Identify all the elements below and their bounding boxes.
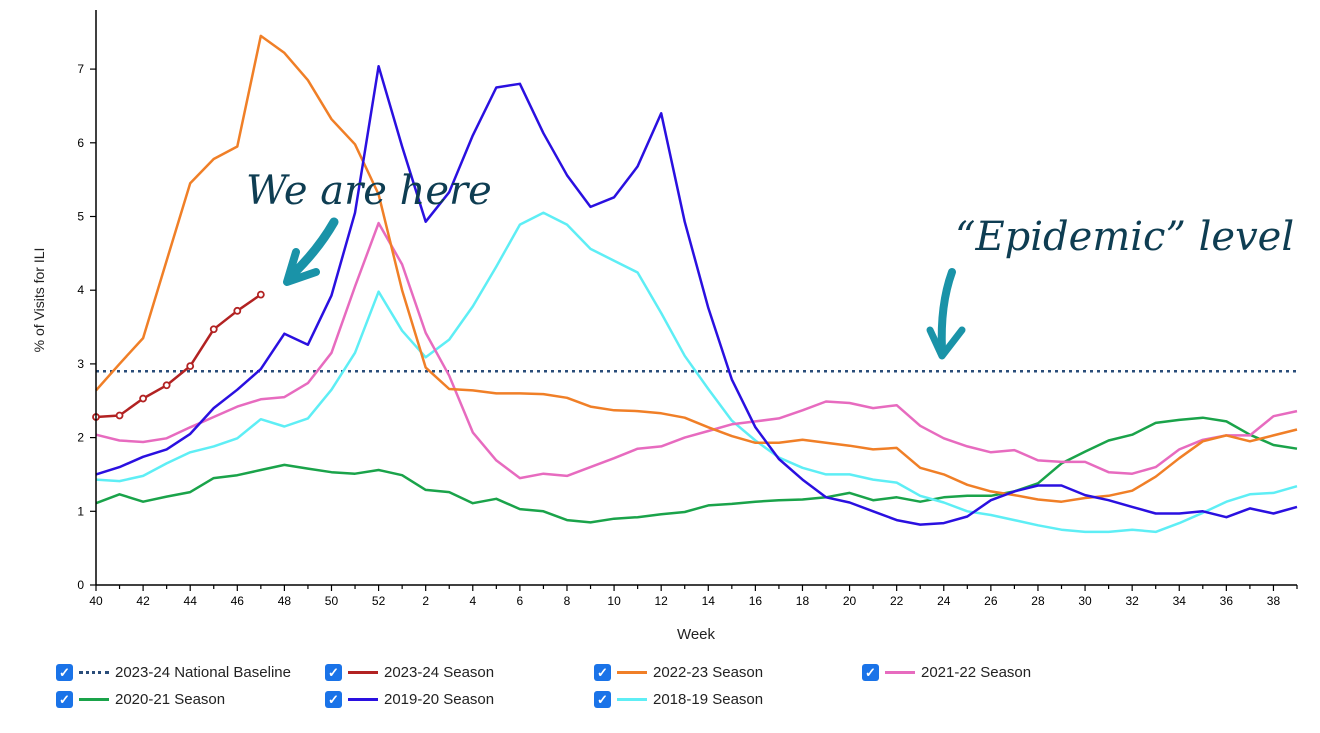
series-line-2023-24-season [95, 293, 262, 419]
x-tick-label: 48 [278, 594, 292, 608]
epidemic-arrowhead-icon [926, 326, 966, 360]
legend-checkbox[interactable]: ✓ [56, 691, 73, 708]
x-tick-label: 44 [184, 594, 198, 608]
x-tick-label: 18 [796, 594, 810, 608]
x-tick-label: 36 [1220, 594, 1234, 608]
legend-label: 2020-21 Season [115, 691, 226, 708]
y-axis-label: % of Visits for ILI [31, 248, 47, 353]
x-tick-label: 34 [1173, 594, 1187, 608]
x-tick-label: 4 [469, 594, 476, 608]
y-tick-label: 0 [77, 578, 84, 592]
legend-item[interactable]: ✓ 2020-21 Season [56, 691, 225, 708]
series-line-2020-21-season [95, 416, 1298, 524]
x-tick-label: 32 [1125, 594, 1139, 608]
legend-checkbox[interactable]: ✓ [325, 664, 342, 681]
data-point-2023-24-season [162, 381, 171, 390]
data-point-2023-24-season [233, 306, 242, 315]
legend-item[interactable]: ✓ 2023-24 National Baseline [56, 664, 291, 681]
legend-checkbox[interactable]: ✓ [862, 664, 879, 681]
legend-checkbox[interactable]: ✓ [594, 691, 611, 708]
series-line-2021-22-season [95, 221, 1298, 480]
series-line-2019-20-season [95, 64, 1298, 526]
x-tick-label: 50 [325, 594, 339, 608]
x-tick-label: 22 [890, 594, 904, 608]
we-are-here-arrow-icon [287, 217, 339, 280]
legend-swatch [348, 698, 378, 701]
x-tick-label: 28 [1031, 594, 1045, 608]
x-axis-label: Week [677, 626, 716, 643]
y-tick-label: 6 [77, 136, 84, 150]
data-point-2023-24-season [256, 290, 265, 299]
x-tick-label: 14 [702, 594, 716, 608]
legend-label: 2019-20 Season [384, 691, 495, 708]
y-tick-label: 7 [77, 62, 84, 76]
x-tick-label: 52 [372, 594, 386, 608]
x-tick-label: 2 [422, 594, 429, 608]
x-tick-label: 26 [984, 594, 998, 608]
x-tick-label: 8 [564, 594, 571, 608]
data-point-2023-24-season [209, 325, 218, 334]
legend: ✓ 2023-24 National Baseline ✓ 2023-24 Seaso… [0, 660, 1320, 720]
legend-label: 2023-24 National Baseline [115, 664, 291, 681]
series-line-2018-19-season [95, 211, 1298, 534]
y-tick-label: 2 [77, 431, 84, 445]
legend-swatch [348, 671, 378, 674]
we-are-here-annotation: We are here [246, 168, 492, 214]
legend-checkbox[interactable]: ✓ [594, 664, 611, 681]
x-tick-label: 40 [89, 594, 103, 608]
legend-item[interactable]: ✓ 2018-19 Season [594, 691, 763, 708]
x-tick-label: 12 [654, 594, 668, 608]
legend-label: 2018-19 Season [653, 691, 764, 708]
legend-label: 2021-22 Season [921, 664, 1032, 681]
x-tick-label: 46 [231, 594, 245, 608]
legend-checkbox[interactable]: ✓ [56, 664, 73, 681]
legend-label: 2023-24 Season [384, 664, 495, 681]
legend-item[interactable]: ✓ 2022-23 Season [594, 664, 763, 681]
data-point-2023-24-season [186, 362, 195, 371]
x-tick-label: 20 [843, 594, 857, 608]
y-tick-label: 1 [77, 504, 84, 518]
data-point-2023-24-season [115, 411, 124, 420]
x-tick-label: 16 [749, 594, 763, 608]
legend-swatch [617, 671, 647, 674]
legend-checkbox[interactable]: ✓ [325, 691, 342, 708]
y-tick-label: 5 [77, 210, 84, 224]
legend-swatch [79, 671, 109, 674]
x-tick-label: 24 [937, 594, 951, 608]
legend-item[interactable]: ✓ 2019-20 Season [325, 691, 494, 708]
y-tick-label: 3 [77, 357, 84, 371]
x-tick-label: 42 [136, 594, 150, 608]
legend-swatch [885, 671, 915, 674]
x-tick-label: 10 [607, 594, 621, 608]
x-tick-label: 6 [517, 594, 524, 608]
epidemic-level-annotation: “Epidemic” level [955, 214, 1295, 260]
epidemic-arrow-icon [937, 268, 956, 354]
legend-swatch [617, 698, 647, 701]
data-point-2023-24-season [139, 394, 147, 403]
x-tick-label: 38 [1267, 594, 1281, 608]
x-tick-label: 30 [1078, 594, 1092, 608]
we-are-here-arrowhead-icon [283, 248, 320, 286]
legend-label: 2022-23 Season [653, 664, 764, 681]
legend-item[interactable]: ✓ 2023-24 Season [325, 664, 494, 681]
legend-swatch [79, 698, 109, 701]
y-tick-label: 4 [77, 283, 84, 297]
legend-item[interactable]: ✓ 2021-22 Season [862, 664, 1031, 681]
